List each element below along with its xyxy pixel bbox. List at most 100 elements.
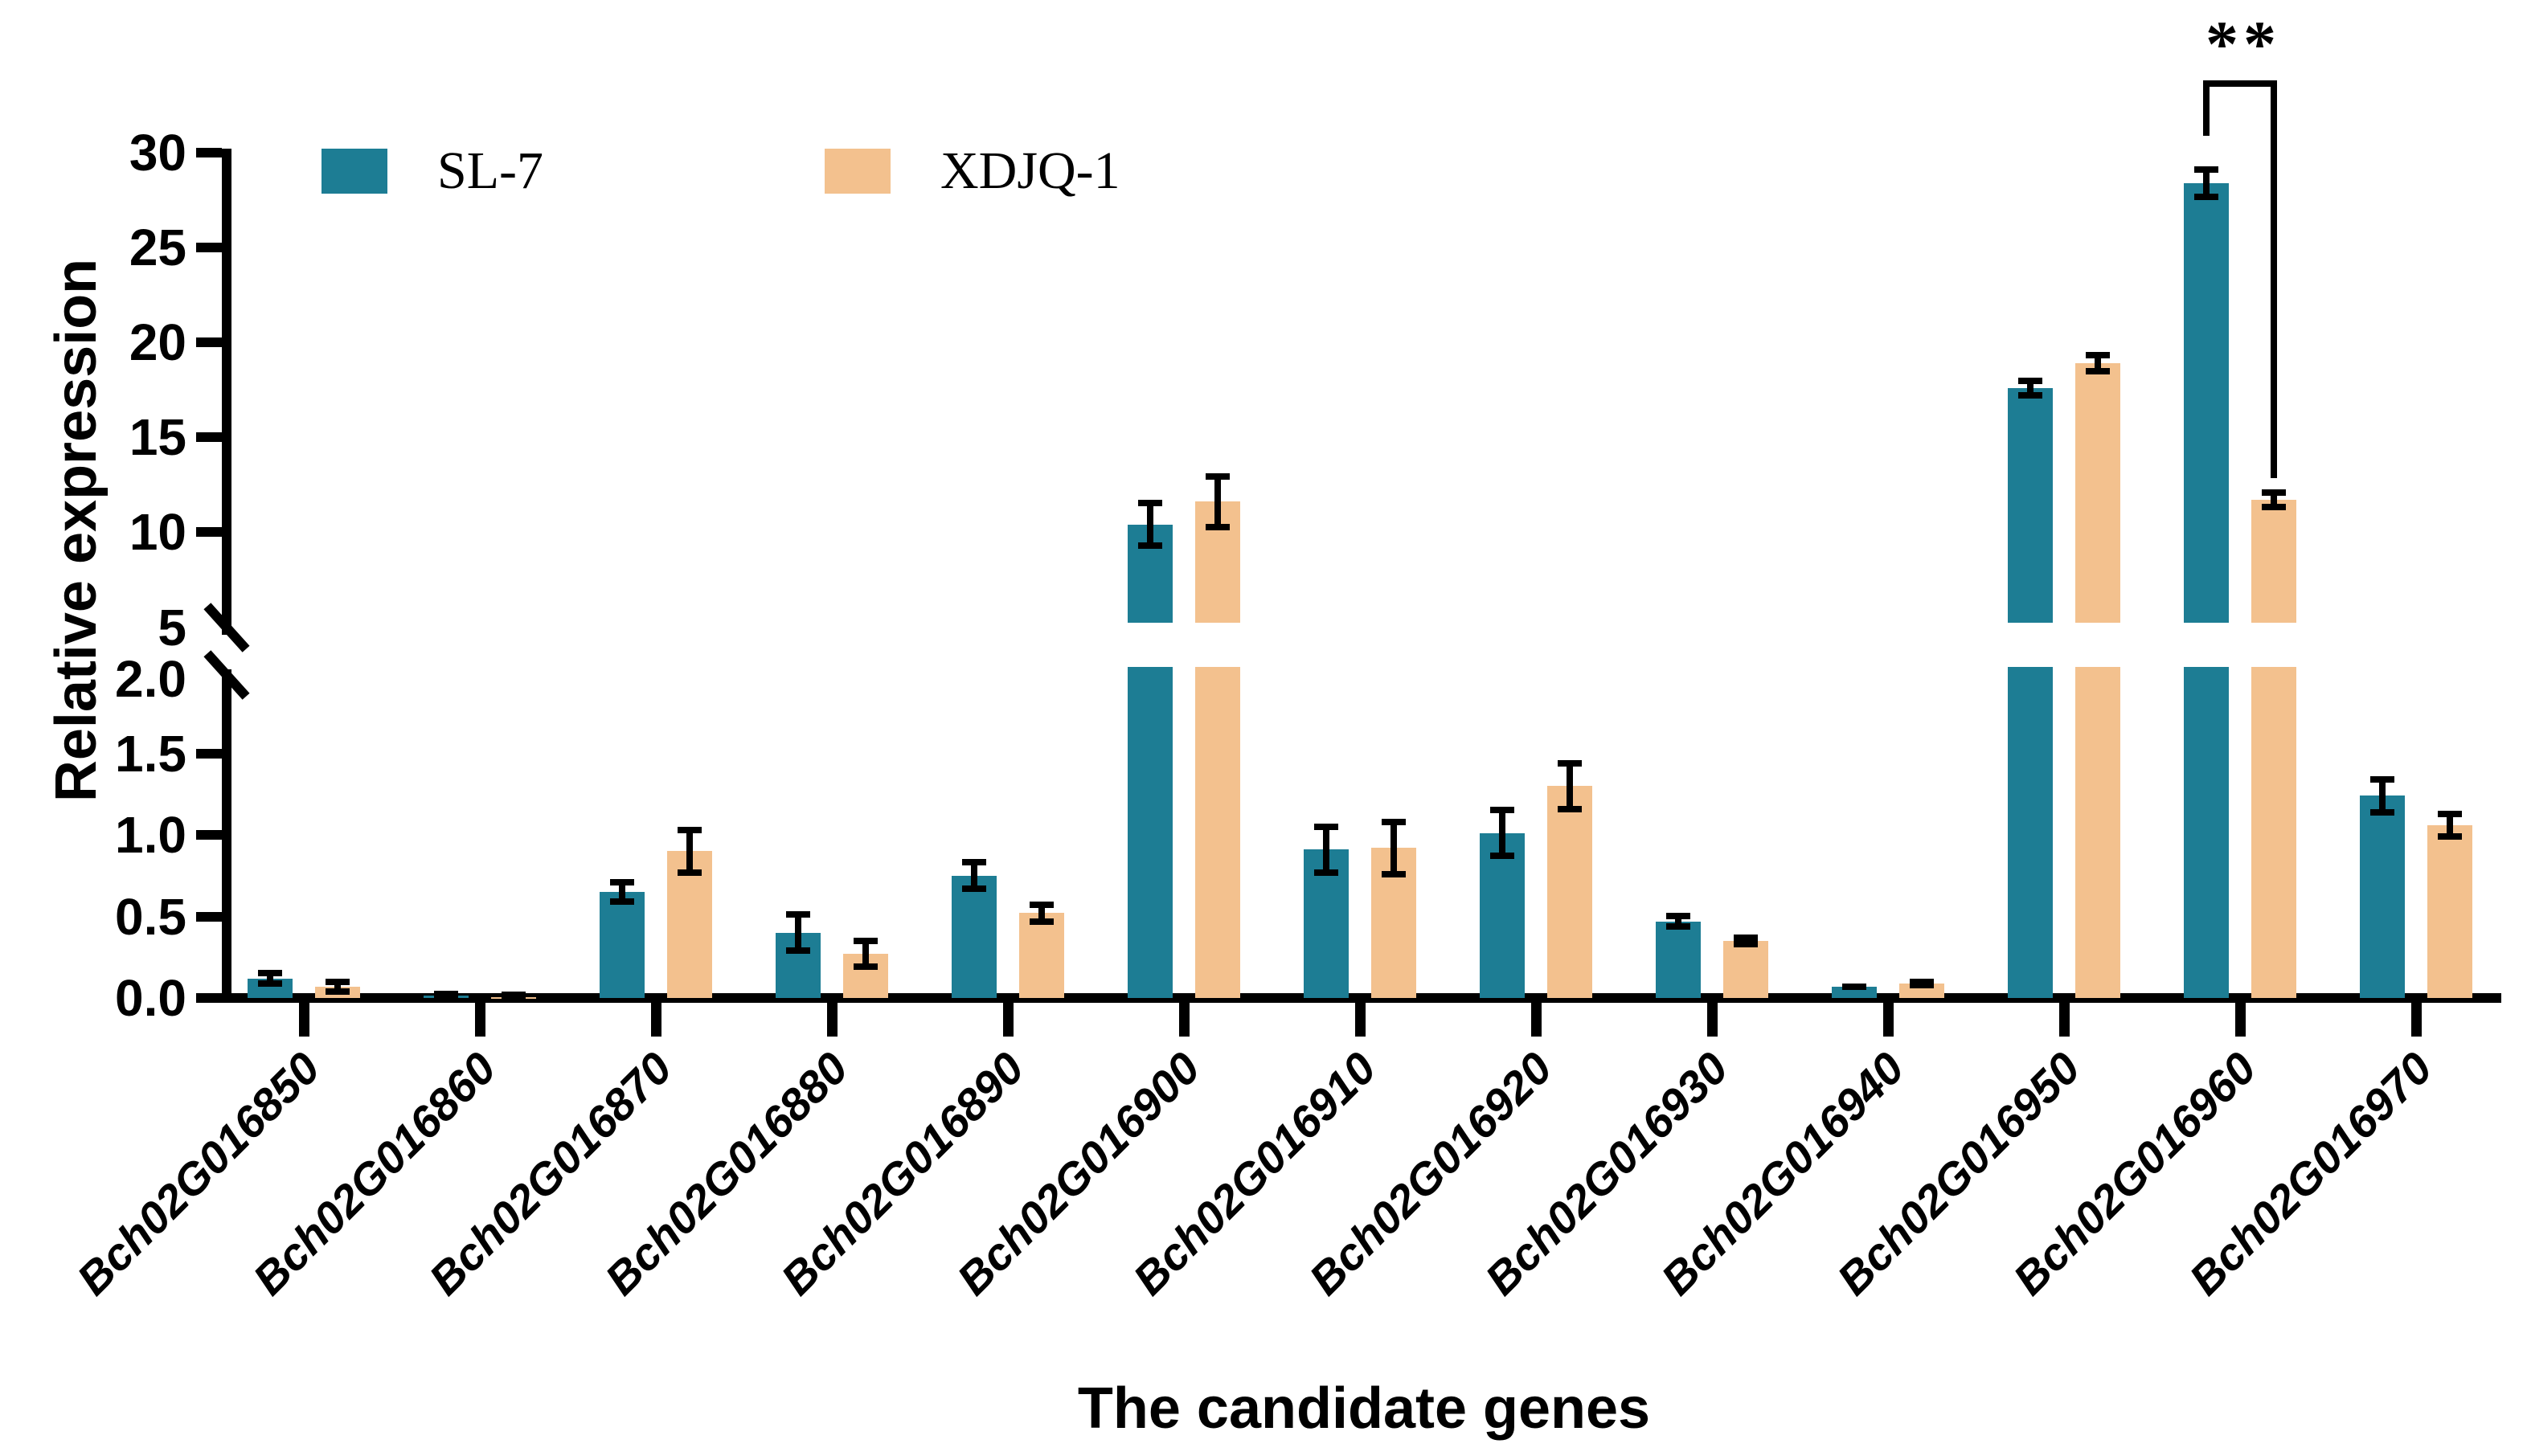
bar-SL-7-Bch02G016960-bottom xyxy=(2184,667,2229,998)
x-tick-Bch02G016940 xyxy=(1882,1003,1894,1037)
bar-SL-7-Bch02G016970 xyxy=(2360,795,2405,998)
error-bar-cap-bottom-XDJQ-1-Bch02G016970 xyxy=(2438,833,2462,840)
error-bar-cap-bottom-SL-7-Bch02G016910 xyxy=(1314,869,1338,876)
y-tick-0.0 xyxy=(196,993,222,1003)
error-bar-cap-bottom-SL-7-Bch02G016920 xyxy=(1490,853,1514,860)
x-tick-Bch02G016870 xyxy=(650,1003,661,1037)
y-tick-label: 30 xyxy=(129,124,186,182)
error-bar-cap-bottom-XDJQ-1-Bch02G016870 xyxy=(678,869,702,876)
error-bar-cap-top-SL-7-Bch02G016970 xyxy=(2370,775,2394,783)
y-axis-lower-segment xyxy=(222,669,231,1003)
x-tick-Bch02G016970 xyxy=(2410,1003,2422,1037)
error-bar-line-XDJQ-1-Bch02G016910 xyxy=(1390,818,1397,877)
legend-label-xdjq1: XDJQ-1 xyxy=(940,141,1120,200)
legend-label-sl7: SL-7 xyxy=(437,141,543,200)
y-tick-1.5 xyxy=(196,748,222,759)
error-bar-cap-bottom-XDJQ-1-Bch02G016900 xyxy=(1206,523,1230,530)
error-bar-cap-top-XDJQ-1-Bch02G016970 xyxy=(2438,810,2462,817)
x-tick-Bch02G016850 xyxy=(298,1003,309,1037)
error-bar-line-SL-7-Bch02G016930 xyxy=(1675,913,1681,930)
error-bar-cap-top-XDJQ-1-Bch02G016870 xyxy=(678,826,702,833)
x-tick-Bch02G016900 xyxy=(1178,1003,1190,1037)
error-bar-cap-bottom-XDJQ-1-Bch02G016850 xyxy=(326,988,350,995)
bar-XDJQ-1-Bch02G016920 xyxy=(1547,786,1592,998)
legend-swatch-sl7 xyxy=(322,149,387,194)
error-bar-line-SL-7-Bch02G016960 xyxy=(2203,166,2210,200)
error-bar-cap-bottom-SL-7-Bch02G016880 xyxy=(786,947,810,955)
bar-SL-7-Bch02G016920 xyxy=(1480,832,1525,998)
y-tick-10 xyxy=(196,527,222,537)
error-bar-line-SL-7-Bch02G016880 xyxy=(795,911,801,955)
error-bar-cap-top-SL-7-Bch02G016920 xyxy=(1490,807,1514,814)
error-bar-cap-top-XDJQ-1-Bch02G016940 xyxy=(1910,978,1934,985)
legend-item-xdjq1: XDJQ-1 xyxy=(825,145,1120,198)
x-tick-Bch02G016860 xyxy=(474,1003,485,1037)
y-tick-15 xyxy=(196,432,222,442)
error-bar-cap-bottom-XDJQ-1-Bch02G016960 xyxy=(2262,503,2286,510)
y-tick-label: 25 xyxy=(129,219,186,276)
y-tick-label: 1.0 xyxy=(115,806,186,864)
error-bar-cap-bottom-SL-7-Bch02G016850 xyxy=(258,980,282,987)
x-axis-title: The candidate genes xyxy=(1077,1376,1651,1441)
y-tick-label: 20 xyxy=(129,313,186,371)
error-bar-cap-bottom-SL-7-Bch02G016960 xyxy=(2194,194,2218,200)
legend-swatch-xdjq1 xyxy=(825,149,891,194)
error-bar-cap-top-XDJQ-1-Bch02G016860 xyxy=(502,996,526,1003)
error-bar-line-SL-7-Bch02G016950 xyxy=(2027,377,2033,399)
error-bar-cap-bottom-SL-7-Bch02G016900 xyxy=(1138,542,1162,550)
error-bar-cap-top-XDJQ-1-Bch02G016850 xyxy=(326,978,350,985)
error-bar-line-XDJQ-1-Bch02G016850 xyxy=(334,978,341,995)
bar-XDJQ-1-Bch02G016970 xyxy=(2427,824,2472,998)
y-break-label-lower: 2.0 xyxy=(115,650,186,708)
y-tick-label: 15 xyxy=(129,408,186,466)
error-bar-line-XDJQ-1-Bch02G016950 xyxy=(2095,351,2101,375)
bar-XDJQ-1-Bch02G016930 xyxy=(1723,940,1768,998)
gene-label-Bch02G016970: Bch02G016970 xyxy=(2179,1042,2442,1305)
error-bar-cap-top-SL-7-Bch02G016950 xyxy=(2018,377,2042,384)
y-tick-label: 10 xyxy=(129,503,186,561)
error-bar-cap-bottom-XDJQ-1-Bch02G016920 xyxy=(1558,805,1582,812)
y-break-label-upper: 5 xyxy=(158,599,186,656)
error-bar-cap-top-XDJQ-1-Bch02G016900 xyxy=(1206,472,1230,480)
y-axis-upper-segment xyxy=(222,149,231,635)
x-tick-Bch02G016950 xyxy=(2058,1003,2070,1037)
error-bar-cap-top-SL-7-Bch02G016880 xyxy=(786,911,810,918)
bar-SL-7-Bch02G016930 xyxy=(1656,921,1701,998)
error-bar-cap-bottom-XDJQ-1-Bch02G016860 xyxy=(502,991,526,998)
legend-item-sl7: SL-7 xyxy=(322,145,543,198)
bar-XDJQ-1-Bch02G016960-top xyxy=(2251,499,2296,623)
error-bar-cap-bottom-SL-7-Bch02G016870 xyxy=(610,898,634,906)
bar-XDJQ-1-Bch02G016950-bottom xyxy=(2075,667,2120,998)
significance-asterisks: ** xyxy=(2205,7,2281,80)
error-bar-line-XDJQ-1-Bch02G016920 xyxy=(1567,759,1573,812)
y-tick-20 xyxy=(196,337,222,347)
bar-SL-7-Bch02G016960-top xyxy=(2184,182,2229,623)
error-bar-cap-bottom-SL-7-Bch02G016890 xyxy=(962,885,986,893)
bar-SL-7-Bch02G016900-bottom xyxy=(1128,667,1173,998)
error-bar-line-SL-7-Bch02G016870 xyxy=(619,878,625,906)
error-bar-line-XDJQ-1-Bch02G016970 xyxy=(2447,810,2453,840)
error-bar-cap-top-XDJQ-1-Bch02G016930 xyxy=(1734,934,1758,941)
y-tick-label: 0.0 xyxy=(115,969,186,1027)
error-bar-line-XDJQ-1-Bch02G016960 xyxy=(2271,489,2277,510)
error-bar-cap-top-SL-7-Bch02G016910 xyxy=(1314,823,1338,830)
error-bar-cap-bottom-SL-7-Bch02G016860 xyxy=(434,990,458,997)
significance-bracket-horizontal xyxy=(2203,80,2277,87)
bar-XDJQ-1-Bch02G016900-bottom xyxy=(1195,667,1240,998)
error-bar-cap-top-XDJQ-1-Bch02G016950 xyxy=(2086,351,2110,358)
x-axis xyxy=(217,993,2501,1003)
error-bar-cap-bottom-SL-7-Bch02G016970 xyxy=(2370,808,2394,816)
error-bar-cap-bottom-XDJQ-1-Bch02G016930 xyxy=(1734,941,1758,948)
bar-SL-7-Bch02G016950-bottom xyxy=(2008,667,2053,998)
y-tick-label: 0.5 xyxy=(115,887,186,946)
bar-SL-7-Bch02G016950-top xyxy=(2008,387,2053,623)
error-bar-cap-top-SL-7-Bch02G016900 xyxy=(1138,499,1162,506)
bar-XDJQ-1-Bch02G016890 xyxy=(1019,913,1064,998)
error-bar-cap-top-XDJQ-1-Bch02G016960 xyxy=(2262,489,2286,496)
error-bar-cap-bottom-SL-7-Bch02G016940 xyxy=(1842,983,1866,990)
error-bar-line-XDJQ-1-Bch02G016890 xyxy=(1038,902,1045,925)
y-tick-1.0 xyxy=(196,830,222,840)
error-bar-cap-bottom-SL-7-Bch02G016950 xyxy=(2018,391,2042,399)
legend: SL-7 XDJQ-1 xyxy=(322,145,1120,198)
